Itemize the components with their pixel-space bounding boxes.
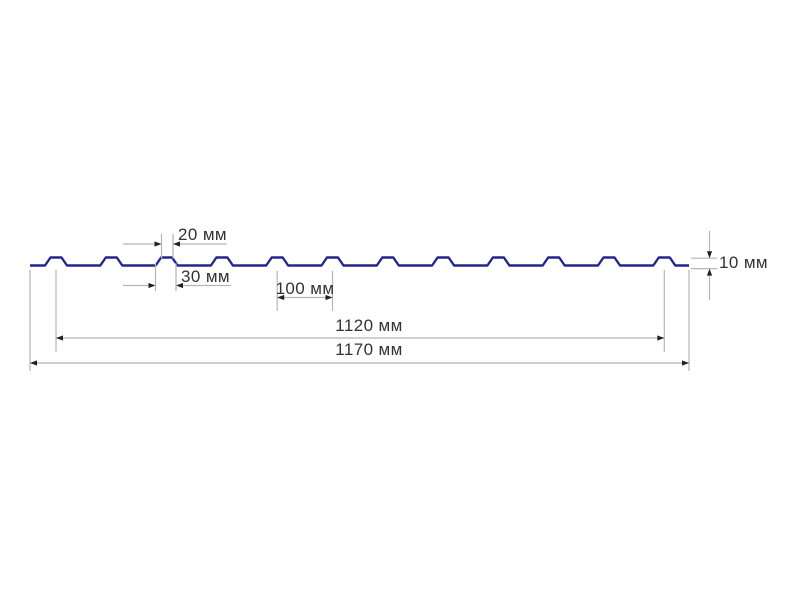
- dim-profile-height: [691, 231, 717, 300]
- dim-rib-pitch: [276, 271, 334, 311]
- dim-label-overall-width: 1170 мм: [335, 340, 403, 359]
- arrowhead-right-icon: [657, 335, 665, 341]
- dim-label-rib-base-width: 30 мм: [181, 267, 231, 286]
- dim-label-useful-width: 1120 мм: [335, 316, 403, 335]
- arrowhead-left-icon: [56, 335, 63, 341]
- dim-overall-width: [29, 270, 690, 371]
- dim-label-profile-height: 10 мм: [719, 253, 769, 272]
- arrowhead-left-icon: [30, 360, 37, 366]
- arrowhead-left-icon: [176, 282, 183, 289]
- dim-useful-width: [55, 270, 665, 352]
- dim-rib-base-width: [123, 263, 231, 291]
- arrowhead-left-icon: [277, 294, 285, 301]
- sheet-profile-line: [30, 256, 689, 267]
- dim-label-rib-pitch: 100 мм: [275, 279, 335, 298]
- arrowhead-right-icon: [682, 360, 689, 366]
- arrowhead-up-icon: [706, 268, 713, 276]
- arrowhead-down-icon: [706, 251, 713, 259]
- arrowhead-left-icon: [173, 241, 180, 247]
- dim-label-rib-top-width: 20 мм: [178, 225, 228, 244]
- arrowhead-right-icon: [154, 241, 162, 247]
- arrowhead-right-icon: [325, 294, 333, 301]
- arrowhead-right-icon: [148, 282, 156, 289]
- dim-rib-top-width: [123, 234, 227, 259]
